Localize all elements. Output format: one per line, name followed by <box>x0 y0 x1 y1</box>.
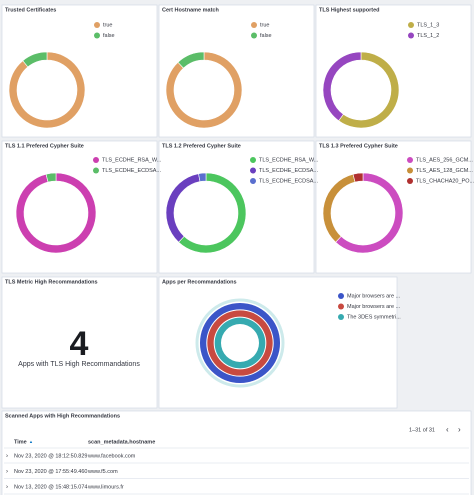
panel-title: TLS 1.3 Prefered Cypher Suite <box>319 143 398 149</box>
panel-title: Trusted Certificates <box>5 7 56 13</box>
panel <box>1 276 158 409</box>
legend-label[interactable]: TLS_ECDHE_ECDSA... <box>102 168 161 174</box>
column-header[interactable]: Time <box>14 439 27 445</box>
legend-label[interactable]: Major browsers are ... <box>347 293 401 299</box>
legend-label[interactable]: TLS_ECDHE_RSA_W... <box>102 157 162 163</box>
donut-slice <box>15 172 97 254</box>
legend-label[interactable]: TLS_AES_128_GCM... <box>416 168 473 174</box>
pagination: 1–31 of 31 <box>409 427 435 433</box>
panel-title: Scanned Apps with High Recommandations <box>5 413 120 419</box>
table-cell: www.f5.com <box>87 469 118 475</box>
legend-swatch <box>407 178 413 184</box>
table-cell: www.facebook.com <box>87 453 136 459</box>
table-cell: Nov 23, 2020 @ 17:55:49.460 <box>14 469 87 475</box>
legend-label[interactable]: TLS_CHACHA20_PO... <box>416 178 474 184</box>
panel <box>1 140 158 274</box>
panel-title: TLS 1.1 Prefered Cypher Suite <box>5 143 84 149</box>
metric-value: 4 <box>70 325 89 363</box>
legend-label[interactable]: TLS_ECDHE_RSA_W... <box>259 157 319 163</box>
legend-label[interactable]: TLS_1_2 <box>417 33 439 39</box>
legend-swatch <box>338 314 344 320</box>
panel <box>1 410 472 495</box>
panel <box>315 140 472 274</box>
legend-label[interactable]: TLS_1_3 <box>417 22 439 28</box>
prev-page[interactable]: ‹ <box>446 425 449 434</box>
legend-swatch <box>250 167 256 174</box>
legend-swatch <box>93 167 99 174</box>
panel <box>158 140 315 274</box>
legend-swatch <box>250 178 256 184</box>
panel-title: Cert Hostname match <box>162 7 219 13</box>
legend-label[interactable]: TLS_AES_256_GCM... <box>416 157 473 163</box>
legend-swatch <box>407 167 413 174</box>
legend-label[interactable]: TLS_ECDHE_ECDSA... <box>259 168 318 174</box>
legend-label[interactable]: true <box>260 22 269 28</box>
legend-label[interactable]: The 3DES symmetri... <box>347 314 401 320</box>
legend-swatch <box>338 303 344 310</box>
legend-swatch <box>94 32 100 39</box>
donut-slice <box>22 51 48 68</box>
legend-swatch <box>251 32 257 39</box>
legend-swatch <box>408 32 414 39</box>
expand-row[interactable]: › <box>6 454 8 460</box>
panel-title: Apps per Recommandations <box>162 279 237 285</box>
expand-row[interactable]: › <box>6 469 8 475</box>
panel-title: TLS Metric High Recommandations <box>5 279 98 285</box>
expand-row[interactable]: › <box>6 485 8 491</box>
legend-swatch <box>94 22 100 28</box>
donut-slice <box>322 51 362 122</box>
table-cell: Nov 23, 2020 @ 18:12:50.829 <box>14 453 87 459</box>
legend-label[interactable]: true <box>103 22 112 28</box>
sort-arrow: ▲ <box>29 439 33 444</box>
donut-slice <box>352 172 364 183</box>
panel-title: TLS Highest supported <box>319 7 380 13</box>
donut-slice <box>177 51 205 69</box>
legend-label[interactable]: TLS_ECDHE_ECDSA... <box>259 178 318 184</box>
legend-label[interactable]: Major browsers are ... <box>347 304 401 310</box>
metric-label: Apps with TLS High Recommandations <box>18 361 140 368</box>
column-header[interactable]: scan_metadata.hostname <box>88 439 155 445</box>
next-page[interactable]: › <box>458 425 461 434</box>
legend-swatch <box>250 157 256 163</box>
panel-title: TLS 1.2 Prefered Cypher Suite <box>162 143 241 149</box>
ring-halo <box>195 298 285 388</box>
table-cell: Nov 13, 2020 @ 15:48:15.074 <box>14 484 87 490</box>
donut-slice <box>198 172 207 182</box>
legend-swatch <box>251 22 257 28</box>
legend-swatch <box>408 22 414 28</box>
legend-swatch <box>407 157 413 163</box>
donut-slice <box>45 172 57 183</box>
legend-swatch <box>338 293 344 299</box>
table-cell: www.limours.fr <box>87 484 124 490</box>
legend-label[interactable]: false <box>260 33 272 39</box>
donut-slice <box>8 51 86 129</box>
legend-swatch <box>93 157 99 163</box>
legend-label[interactable]: false <box>103 33 115 39</box>
